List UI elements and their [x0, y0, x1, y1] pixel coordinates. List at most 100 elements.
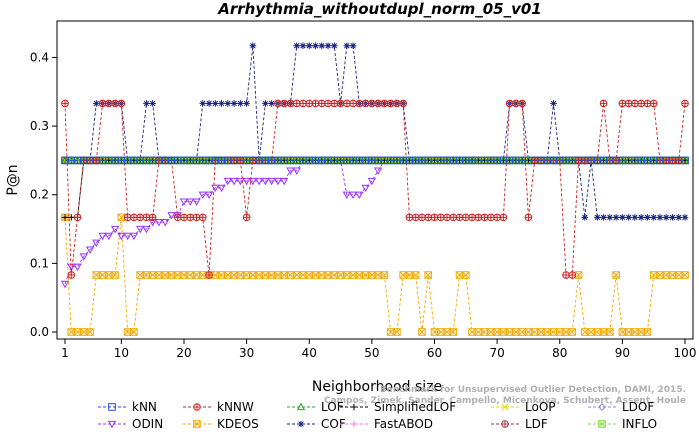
data-point-kdeos	[286, 271, 295, 279]
x-tick-label: 80	[552, 346, 567, 360]
data-point-cof	[318, 42, 326, 50]
x-tick-label: 70	[489, 346, 504, 360]
data-point-kdeos	[255, 271, 263, 279]
data-point-knnw	[186, 213, 195, 222]
y-tick-label: 0.0	[30, 325, 49, 339]
data-point-kdeos	[311, 271, 320, 279]
citation-line-1: Benchmark for Unsupervised Outlier Detec…	[380, 385, 686, 395]
data-point-kdeos	[236, 271, 245, 279]
data-point-odin	[229, 177, 239, 186]
data-point-cof	[656, 214, 664, 221]
data-point-knnw	[399, 99, 407, 108]
data-point-odin	[73, 263, 82, 272]
data-point-kdeos	[111, 271, 119, 279]
data-point-odin	[254, 177, 264, 186]
data-point-kdeos	[399, 271, 407, 279]
data-point-knnw	[637, 99, 645, 108]
data-point-knnw	[148, 213, 157, 222]
y-tick-label: 0.3	[30, 119, 49, 133]
axes: 1 10 20 30 40 50 60 70 80 90 100 0.0 0.1 0.2 0.3 0.4	[30, 20, 696, 360]
data-point-knnw	[405, 213, 414, 222]
data-point-lof	[242, 156, 251, 164]
data-point-odin	[355, 191, 364, 200]
data-point-lof	[680, 156, 690, 164]
data-point-cof	[581, 214, 589, 221]
data-point-kdeos	[436, 328, 445, 336]
data-point-odin	[98, 232, 107, 241]
legend-item-knnw: kNNW	[183, 400, 254, 414]
data-point-odin	[217, 184, 226, 193]
data-point-knnw	[505, 99, 514, 108]
data-point-kdeos	[549, 328, 558, 336]
data-point-knnw	[499, 213, 508, 222]
data-point-cof	[669, 214, 676, 221]
data-point-odin	[236, 177, 245, 186]
data-point-knnw	[599, 99, 608, 108]
legend-item-ldof: LDOF	[588, 400, 654, 414]
x-tick-label: 50	[364, 346, 379, 360]
data-point-knnw	[568, 271, 577, 279]
legend-item-cof: COF	[287, 417, 346, 431]
data-point-odin	[161, 219, 170, 227]
data-point-cof	[330, 42, 338, 50]
data-point-knnw	[455, 213, 464, 222]
data-point-simplifiedlof	[67, 214, 75, 221]
data-point-odin	[242, 177, 251, 186]
data-point-cof	[218, 100, 225, 107]
data-point-knnw	[198, 213, 207, 222]
data-point-odin	[348, 191, 358, 200]
legend-item-odin: ODIN	[98, 417, 163, 431]
legend-label: kNN	[132, 400, 157, 414]
data-point-cof	[224, 100, 232, 107]
data-point-knnw	[73, 213, 82, 222]
legend-label: LOF	[321, 400, 344, 414]
data-point-knnw	[192, 213, 201, 222]
data-point-knnw	[330, 99, 339, 108]
data-point-odin	[286, 167, 295, 176]
series-line-cof	[65, 45, 685, 218]
legend-item-kdeos: KDEOS	[183, 417, 259, 431]
data-point-cof	[625, 214, 632, 221]
data-point-odin	[110, 225, 120, 234]
x-axis-label: Neighborhood size	[312, 379, 442, 395]
x-tick-label: 30	[239, 346, 254, 360]
data-point-kdeos	[455, 271, 464, 279]
data-point-knnw	[493, 213, 501, 222]
series-line-knnw	[64, 102, 686, 276]
data-point-odin	[223, 177, 232, 186]
legend-label: LDF	[525, 417, 548, 431]
data-point-odin	[248, 177, 258, 186]
data-point-knnw	[292, 99, 301, 108]
data-point-odin	[123, 232, 132, 241]
data-point-odin	[154, 219, 164, 227]
data-point-odin	[342, 191, 351, 200]
series-cof	[61, 42, 689, 221]
data-point-odin	[361, 184, 370, 193]
data-point-knnw	[649, 99, 658, 108]
data-point-kdeos	[624, 328, 633, 336]
data-point-knnw	[242, 213, 251, 222]
citation-line-2: Campos, Zimek, Sander, Campello, Micenko…	[324, 396, 686, 406]
data-point-odin	[117, 232, 126, 241]
data-point-cof	[199, 100, 207, 107]
data-point-kdeos	[211, 271, 220, 279]
legend-item-inflo: INFLO	[588, 417, 657, 431]
data-point-kdeos	[336, 271, 345, 279]
legend-label: SimplifiedLOF	[374, 400, 456, 414]
data-point-kdeos	[643, 328, 652, 336]
data-point-odin	[60, 280, 70, 289]
data-point-knnw	[111, 99, 119, 108]
data-point-odin	[261, 177, 270, 186]
data-point-odin	[173, 212, 182, 220]
data-point-knnw	[130, 213, 138, 222]
y-tick-label: 0.1	[30, 256, 49, 270]
data-point-kdeos	[418, 328, 426, 336]
data-point-kdeos	[649, 271, 658, 279]
data-point-knnw	[280, 99, 288, 108]
data-point-knnw	[123, 213, 132, 222]
data-point-odin	[104, 232, 113, 241]
data-point-knnw	[631, 99, 639, 108]
data-point-cof	[237, 100, 244, 107]
data-point-cof	[249, 42, 257, 50]
data-point-kdeos	[462, 271, 470, 279]
